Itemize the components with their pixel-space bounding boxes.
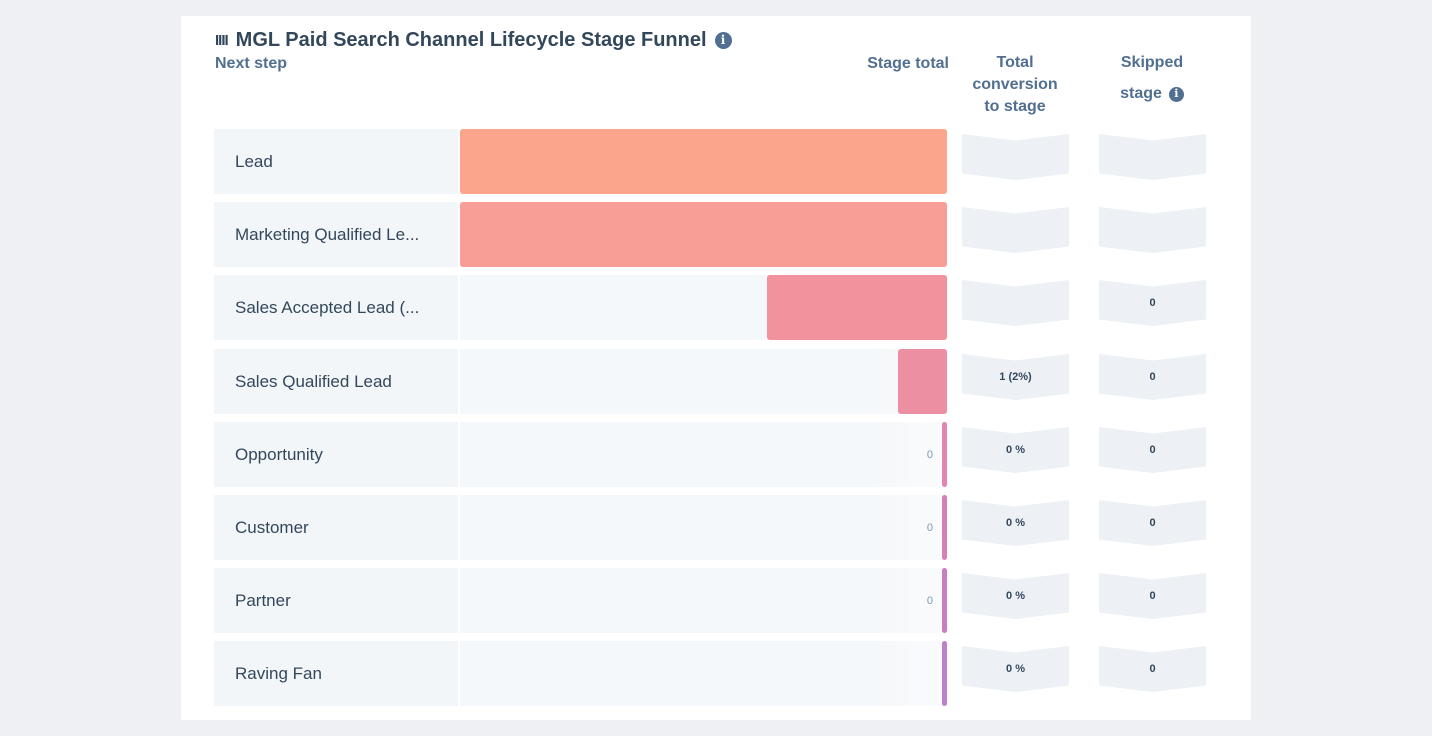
bar-track bbox=[460, 568, 947, 633]
skipped-stage-cell bbox=[1099, 207, 1206, 253]
stage-label: Raving Fan bbox=[235, 663, 322, 683]
header-skipped-stage: Skipped stage i bbox=[1097, 52, 1207, 105]
bar-track bbox=[460, 495, 947, 560]
header-total-conversion: Total conversion to stage bbox=[963, 52, 1067, 118]
funnel-bar[interactable] bbox=[942, 641, 947, 706]
funnel-bar[interactable] bbox=[460, 202, 947, 267]
header-stage-total: Stage total bbox=[867, 55, 949, 72]
stage-label: Marketing Qualified Le... bbox=[235, 224, 420, 244]
header-total-conversion-line: conversion bbox=[972, 76, 1058, 93]
bar-track bbox=[460, 349, 947, 414]
skipped-stage-info-icon[interactable]: i bbox=[1168, 86, 1184, 102]
funnel-row[interactable]: Sales Qualified Lead bbox=[214, 349, 947, 414]
bar-track bbox=[460, 422, 947, 487]
row-label-background bbox=[214, 422, 458, 487]
header-skipped-stage-line: Skipped bbox=[1120, 54, 1184, 71]
total-conversion-cell: 0 % bbox=[962, 573, 1069, 619]
funnel-row[interactable]: Sales Accepted Lead (... bbox=[214, 275, 947, 340]
total-conversion-cell bbox=[962, 134, 1069, 180]
card-title-row: IIII MGL Paid Search Channel Lifecycle S… bbox=[215, 28, 732, 52]
card-title: MGL Paid Search Channel Lifecycle Stage … bbox=[235, 28, 707, 51]
bar-track bbox=[460, 641, 947, 706]
funnel-bar[interactable] bbox=[460, 129, 947, 194]
skipped-stage-cell: 0 bbox=[1099, 646, 1206, 692]
stage-label: Customer bbox=[235, 517, 309, 537]
total-conversion-cell: 0 % bbox=[962, 646, 1069, 692]
total-conversion-cell bbox=[962, 280, 1069, 326]
header-total-conversion-line: to stage bbox=[984, 98, 1046, 115]
funnel-row[interactable]: Lead bbox=[214, 129, 947, 194]
stage-label: Sales Qualified Lead bbox=[235, 371, 392, 391]
bar-value-label: 0 bbox=[926, 594, 933, 607]
skipped-stage-cell: 0 bbox=[1099, 354, 1206, 400]
row-label-background bbox=[214, 202, 458, 267]
total-conversion-cell: 0 % bbox=[962, 500, 1069, 546]
total-conversion-cell: 0 % bbox=[962, 427, 1069, 473]
bar-value-label: 0 bbox=[926, 521, 933, 534]
total-conversion-cell bbox=[962, 207, 1069, 253]
funnel-row[interactable]: Marketing Qualified Le... bbox=[214, 202, 947, 267]
header-total-conversion-line: Total bbox=[996, 54, 1034, 71]
header-next-step: Next step bbox=[215, 55, 288, 72]
skipped-stage-cell: 0 bbox=[1099, 573, 1206, 619]
stage-label: Opportunity bbox=[235, 444, 323, 464]
funnel-row[interactable]: Raving Fan bbox=[214, 641, 947, 706]
funnel-bar[interactable] bbox=[942, 422, 947, 487]
skipped-stage-cell bbox=[1099, 134, 1206, 180]
stage-label: Lead bbox=[235, 151, 273, 171]
funnel-bar[interactable] bbox=[942, 495, 947, 560]
funnel-row[interactable]: Partner 0 bbox=[214, 568, 947, 633]
row-label-background bbox=[214, 349, 458, 414]
stage-label: Partner bbox=[235, 590, 291, 610]
funnel-row[interactable]: Opportunity 0 bbox=[214, 422, 947, 487]
row-label-background bbox=[214, 495, 458, 560]
skipped-stage-cell: 0 bbox=[1099, 500, 1206, 546]
row-label-background bbox=[214, 568, 458, 633]
skipped-stage-cell: 0 bbox=[1099, 280, 1206, 326]
info-icon[interactable]: i bbox=[714, 31, 732, 49]
row-label-background bbox=[214, 641, 458, 706]
funnel-bar[interactable] bbox=[766, 275, 947, 340]
header-skipped-stage-line: stage bbox=[1120, 85, 1162, 102]
funnel-bar[interactable] bbox=[898, 349, 947, 414]
row-label-background bbox=[214, 275, 458, 340]
funnel-card: IIII MGL Paid Search Channel Lifecycle S… bbox=[181, 16, 1251, 720]
stage-label: Sales Accepted Lead (... bbox=[235, 297, 420, 317]
funnel-bar[interactable] bbox=[942, 568, 947, 633]
bar-value-label: 0 bbox=[926, 448, 933, 461]
total-conversion-cell: 1 (2%) bbox=[962, 354, 1069, 400]
funnel-row[interactable]: Customer 0 bbox=[214, 495, 947, 560]
title-prefix: IIII bbox=[215, 31, 229, 49]
row-label-background bbox=[214, 129, 458, 194]
skipped-stage-cell: 0 bbox=[1099, 427, 1206, 473]
